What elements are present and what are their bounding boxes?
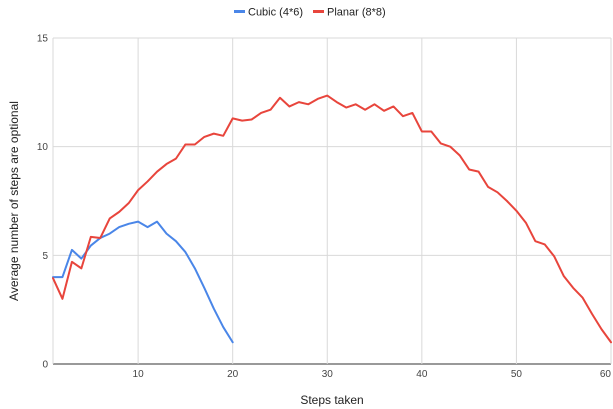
y-axis-title: Average number of steps are optional (7, 101, 21, 301)
x-axis-title: Steps taken (300, 393, 363, 407)
y-tick-label: 0 (42, 360, 48, 371)
grid (52, 37, 612, 365)
legend: Cubic (4*6) Planar (8*8) (234, 7, 386, 19)
series-lines (52, 94, 612, 344)
y-tick-label: 5 (42, 251, 48, 262)
y-tick-label: 10 (37, 142, 49, 153)
legend-label-2: Planar (8*8) (327, 7, 386, 19)
series-line-2 (52, 94, 612, 344)
x-tick-label: 30 (322, 369, 334, 380)
legend-swatch-1 (234, 10, 245, 13)
series-line-1 (52, 220, 234, 344)
legend-swatch-2 (313, 10, 324, 13)
x-tick-label: 60 (600, 369, 612, 380)
y-tick-label: 15 (37, 34, 49, 45)
axes: 0 5 10 15 10 20 30 40 50 60 (37, 34, 612, 381)
x-tick-label: 40 (416, 369, 428, 380)
legend-label-1: Cubic (4*6) (248, 7, 303, 19)
x-tick-label: 50 (511, 369, 523, 380)
x-tick-label: 20 (227, 369, 239, 380)
x-tick-label: 10 (133, 369, 145, 380)
